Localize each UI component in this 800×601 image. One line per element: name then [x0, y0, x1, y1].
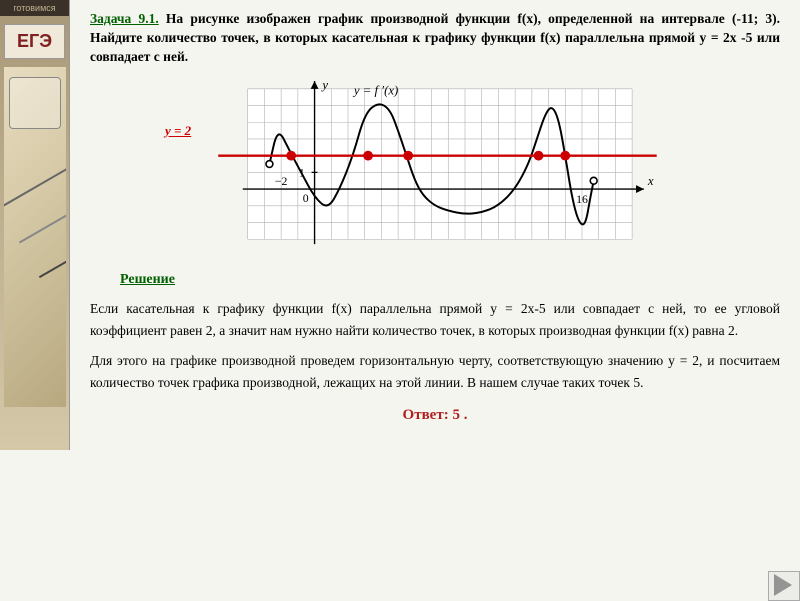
derivative-chart: y = 2 yxy = f ′(x)10−216 [195, 79, 675, 254]
answer-text: Ответ: 5 . [90, 407, 780, 424]
ege-label: ЕГЭ [7, 31, 62, 52]
main-content: Задача 9.1. На рисунке изображен график … [80, 10, 790, 590]
sidebar-decorative-image [4, 67, 66, 407]
chart-svg: yxy = f ′(x)10−216 [195, 79, 675, 254]
svg-text:0: 0 [303, 191, 309, 205]
solution-heading: Решение [120, 272, 175, 288]
y-equals-2-label: y = 2 [165, 123, 191, 139]
sidebar-top-label: готовимся [0, 0, 69, 16]
svg-text:y: y [320, 79, 328, 92]
svg-text:x: x [647, 174, 654, 188]
problem-body: На рисунке изображен график производной … [90, 11, 780, 64]
ege-box: ЕГЭ [4, 24, 65, 59]
problem-number-link[interactable]: Задача 9.1. [90, 11, 159, 26]
sidebar: готовимся ЕГЭ [0, 0, 70, 450]
svg-text:−2: −2 [275, 174, 288, 188]
svg-text:y = f ′(x): y = f ′(x) [352, 83, 398, 97]
problem-statement: Задача 9.1. На рисунке изображен график … [90, 10, 780, 67]
solution-para-1: Если касательная к графику функции f(x) … [90, 298, 780, 343]
solution-para-2: Для этого на графике производной проведе… [90, 350, 780, 395]
svg-text:16: 16 [576, 192, 588, 206]
next-slide-button[interactable] [774, 574, 792, 596]
